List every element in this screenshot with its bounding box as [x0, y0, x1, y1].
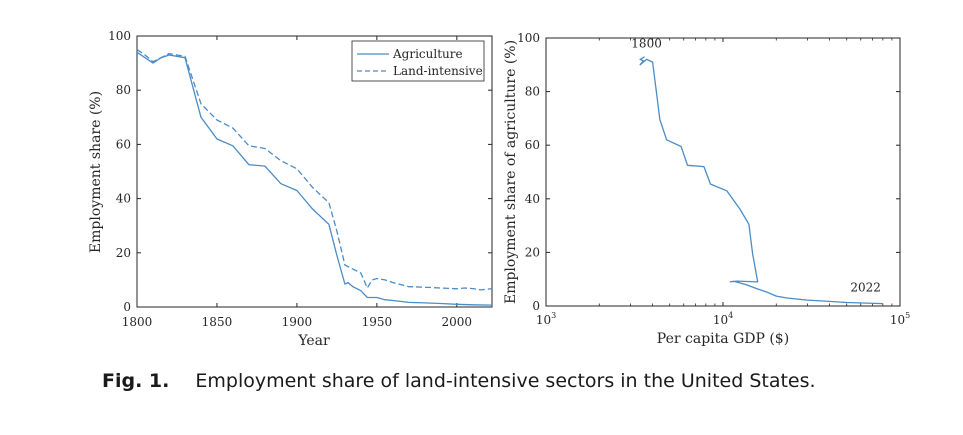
- x-tick-base: 10: [713, 313, 728, 327]
- x-tick-label: 1900: [282, 315, 313, 329]
- y-tick-label: 20: [525, 245, 540, 259]
- right-series-lines: [639, 56, 883, 305]
- year-annotation: 2022: [850, 280, 881, 294]
- x-tick-exponent: 3: [551, 311, 556, 320]
- y-tick-label: 40: [116, 192, 131, 206]
- y-tick-label: 40: [525, 192, 540, 206]
- left-series-lines: [136, 49, 493, 306]
- y-tick-label: 60: [525, 138, 540, 152]
- y-tick-label: 60: [116, 137, 131, 151]
- x-tick-label: 1950: [362, 315, 393, 329]
- legend-label-land-intensive: Land-intensive: [393, 64, 483, 78]
- y-tick-label: 100: [517, 31, 540, 45]
- right-annotations: 1800 2022: [631, 36, 881, 294]
- x-tick-label: 104: [713, 311, 733, 327]
- series-line-land-intensive: [136, 49, 493, 291]
- y-tick-label: 0: [532, 299, 540, 313]
- legend-label-agriculture: Agriculture: [392, 47, 463, 61]
- x-tick-label: 103: [536, 311, 556, 327]
- left-axis-ticks: 1800 1850 1900 1950 2000 0 20 40 60 80 100: [108, 29, 492, 329]
- x-axis-label: Year: [297, 333, 330, 349]
- y-axis-label: Employment share of agriculture (%): [503, 40, 519, 304]
- y-tick-label: 20: [116, 246, 131, 260]
- employment-share-by-year-chart: 1800 1850 1900 1950 2000 0 20 40 60 80 100 Year Em…: [88, 29, 493, 349]
- year-annotation: 1800: [631, 36, 662, 50]
- series-line-agriculture-vs-gdp: [639, 56, 883, 305]
- y-tick-label: 0: [123, 300, 131, 314]
- figure-caption: Fig. 1. Employment share of land-intensiv…: [102, 370, 962, 392]
- caption-text: Employment share of land-intensive secto…: [195, 370, 816, 392]
- x-tick-label: 2000: [442, 315, 473, 329]
- plot-area-frame: [136, 35, 493, 308]
- x-tick-label: 1800: [122, 315, 153, 329]
- y-axis-label: Employment share (%): [88, 91, 104, 253]
- x-tick-base: 10: [536, 313, 551, 327]
- x-tick-exponent: 5: [905, 311, 910, 320]
- caption-label: Fig. 1.: [102, 370, 170, 392]
- y-tick-label: 80: [525, 85, 540, 99]
- x-axis-label: Per capita GDP ($): [657, 331, 789, 347]
- x-tick-base: 10: [890, 313, 905, 327]
- series-line-agriculture: [136, 51, 493, 306]
- y-tick-label: 100: [108, 29, 131, 43]
- x-tick-exponent: 4: [728, 311, 733, 320]
- legend-box: [351, 40, 485, 82]
- plot-area-frame: [545, 37, 901, 307]
- x-tick-label: 105: [890, 311, 910, 327]
- x-tick-label: 1850: [202, 315, 233, 329]
- y-tick-label: 80: [116, 83, 131, 97]
- legend: Agriculture Land-intensive: [351, 40, 485, 82]
